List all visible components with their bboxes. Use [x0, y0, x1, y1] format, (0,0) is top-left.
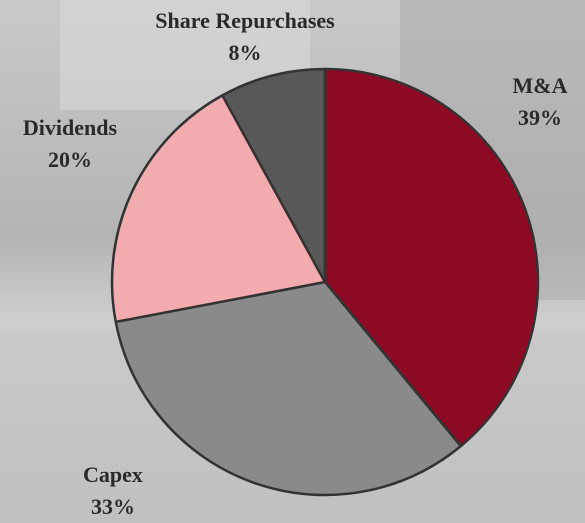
- slice-value-label: 39%: [518, 105, 562, 130]
- pie: [110, 67, 540, 497]
- pie-slice: [323, 67, 540, 448]
- slice-label: Dividends: [23, 115, 118, 140]
- pie-slice: [114, 280, 463, 497]
- pie-slice: [221, 67, 327, 284]
- slice-label: Share Repurchases: [155, 8, 335, 33]
- slice-value-label: 20%: [48, 147, 92, 172]
- slice-label: Capex: [83, 462, 143, 487]
- labels: M&A 39% Capex 33% Dividends 20% Share Repurcha…: [23, 8, 568, 519]
- slice-value-label: 33%: [91, 494, 135, 519]
- slice-value-label: 8%: [229, 40, 262, 65]
- pie-slice: [110, 94, 327, 324]
- slice-label: M&A: [513, 73, 568, 98]
